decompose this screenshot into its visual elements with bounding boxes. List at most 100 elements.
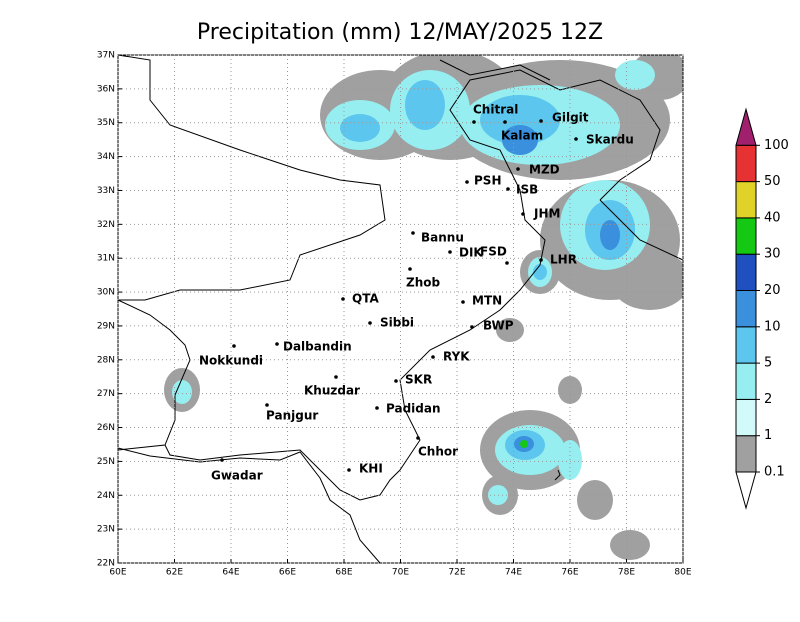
city-dot	[232, 344, 236, 348]
colorbar-box	[735, 362, 757, 400]
x-tick-label: 64E	[222, 568, 239, 578]
colorbar-box	[735, 290, 757, 328]
city-label: Sibbi	[380, 316, 414, 330]
city-label: Panjgur	[266, 409, 318, 423]
city-dot	[265, 403, 269, 407]
colorbar-box	[735, 181, 757, 219]
city-label: SKR	[405, 373, 432, 387]
x-tick-label: 66E	[279, 568, 296, 578]
colorbar-label: 50	[764, 174, 781, 189]
colorbar-label: 20	[764, 283, 781, 298]
colorbar-under	[735, 471, 757, 510]
colorbar: 0.1 1 2 5 10 20 30 40 50 100	[735, 107, 789, 510]
city-dot	[341, 297, 345, 301]
colorbar-box	[735, 398, 757, 437]
cities: Chitral Gilgit Kalam Skardu MZD PSH ISB JHM Bann…	[199, 103, 634, 483]
city-dot	[220, 458, 224, 462]
y-tick-label: 25N	[97, 457, 115, 467]
x-tick-label: 70E	[392, 568, 409, 578]
city-label: RYK	[443, 350, 470, 364]
city-label: Skardu	[586, 133, 634, 147]
city-dot	[539, 119, 543, 123]
x-tick-label: 60E	[109, 568, 126, 578]
city-label: DIK	[459, 246, 483, 260]
colorbar-label: 2	[764, 392, 772, 407]
city-label: QTA	[352, 292, 379, 306]
city-label: Khuzdar	[304, 384, 360, 398]
city-label: MTN	[472, 294, 502, 308]
y-tick-label: 27N	[97, 389, 115, 399]
city-dot	[394, 379, 398, 383]
x-tick-label: 74E	[505, 568, 522, 578]
city-label: Dalbandin	[283, 340, 352, 354]
colorbar-label: 0.1	[764, 465, 785, 480]
city-label: BWP	[483, 319, 514, 333]
city-label: KHI	[359, 462, 383, 476]
y-tick-label: 29N	[97, 321, 115, 331]
y-tick-label: 22N	[97, 559, 115, 569]
city-dot	[574, 137, 578, 141]
y-tick-label: 30N	[97, 288, 115, 298]
city-label: Nokkundi	[199, 354, 263, 368]
city-label: Chitral	[473, 103, 518, 117]
colorbar-label: 1	[764, 428, 772, 443]
city-label: Zhob	[406, 276, 440, 290]
city-dot	[505, 261, 509, 265]
city-dot	[448, 250, 452, 254]
y-tick-label: 32N	[97, 220, 115, 230]
city-label: JHM	[533, 207, 560, 221]
city-label: Padidan	[386, 402, 441, 416]
city-dot	[408, 267, 412, 271]
y-tick-label: 36N	[97, 84, 115, 94]
graticule: 60E 62E 64E 66E 68E 70E 72E 74E 76E 78E 80E 22N 23N 2…	[97, 51, 692, 578]
precip-field	[164, 55, 683, 560]
city-dot	[275, 342, 279, 346]
colorbar-box	[735, 326, 757, 364]
y-tick-label: 23N	[97, 525, 115, 535]
x-tick-label: 72E	[448, 568, 465, 578]
colorbar-label: 30	[764, 247, 781, 262]
colorbar-box	[735, 144, 757, 183]
city-label: Gwadar	[211, 469, 263, 483]
x-tick-label: 68E	[335, 568, 352, 578]
city-dot	[368, 321, 372, 325]
city-dot	[461, 300, 465, 304]
colorbar-over	[735, 107, 757, 146]
city-label: Gilgit	[552, 111, 589, 125]
y-tick-label: 31N	[97, 254, 115, 264]
y-tick-label: 35N	[97, 118, 115, 128]
y-tick-label: 24N	[97, 491, 115, 501]
city-label: PSH	[474, 174, 501, 188]
x-tick-label: 62E	[166, 568, 183, 578]
x-tick-label: 80E	[674, 568, 691, 578]
city-dot	[375, 406, 379, 410]
city-dot	[521, 212, 525, 216]
y-tick-label: 34N	[97, 152, 115, 162]
city-dot	[472, 120, 476, 124]
city-dot	[470, 325, 474, 329]
colorbar-label: 5	[764, 356, 772, 371]
city-label: FSD	[480, 245, 507, 259]
city-label: Kalam	[501, 129, 543, 143]
x-tick-label: 78E	[618, 568, 635, 578]
city-dot	[503, 120, 507, 124]
title: Precipitation (mm) 12/MAY/2025 12Z	[197, 20, 603, 45]
colorbar-box	[735, 253, 757, 291]
city-label: LHR	[550, 253, 577, 267]
city-dot	[431, 355, 435, 359]
y-tick-label: 33N	[97, 186, 115, 196]
colorbar-box	[735, 435, 757, 473]
city-label: ISB	[516, 183, 538, 197]
colorbar-box	[735, 217, 757, 255]
colorbar-label: 10	[764, 319, 781, 334]
city-label: Bannu	[421, 231, 464, 245]
city-dot	[506, 187, 510, 191]
y-tick-label: 26N	[97, 423, 115, 433]
city-label: MZD	[529, 163, 560, 177]
city-dot	[465, 180, 469, 184]
y-tick-label: 37N	[97, 51, 115, 61]
city-dot	[516, 167, 520, 171]
city-label: Chhor	[418, 445, 458, 459]
city-dot	[539, 258, 543, 262]
